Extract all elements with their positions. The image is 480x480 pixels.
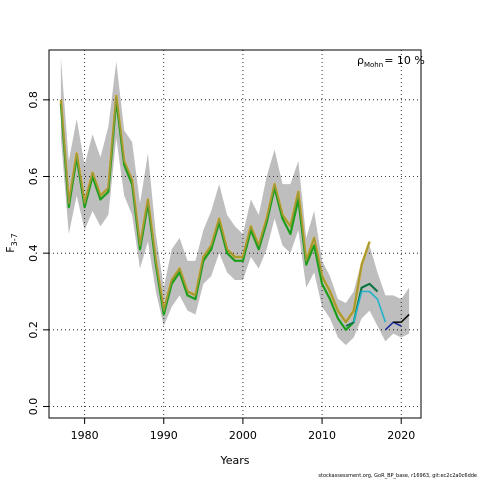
x-axis: 1980 1990 2000 2010 2020 — [71, 418, 415, 442]
plot-frame — [48, 49, 422, 419]
y-axis-title: F3-7 — [4, 233, 19, 252]
series-line-4 — [345, 283, 379, 327]
y-tick-label: 0.8 — [27, 91, 40, 109]
x-tick-label: 2010 — [308, 429, 336, 442]
y-tick-label: 0.0 — [27, 398, 40, 416]
series-layer — [59, 94, 410, 331]
mohn-rho-annotation: ρMohn= 10 % — [357, 54, 425, 69]
footer-credit: stockassessment.org, GoR_BP_base, r16963… — [318, 473, 477, 479]
series-line-3 — [60, 95, 371, 323]
y-axis: 0.0 0.2 0.4 0.6 0.8 — [27, 91, 49, 415]
confidence-band-layer — [60, 57, 410, 346]
y-axis-title-main: F — [4, 246, 17, 252]
series-line-5 — [352, 290, 387, 323]
y-axis-title-sub: 3-7 — [10, 233, 19, 246]
y-tick-label: 0.2 — [27, 321, 40, 339]
grid-layer — [49, 50, 421, 418]
rho-value: = 10 % — [384, 54, 425, 67]
x-tick-label: 1990 — [150, 429, 178, 442]
series-line-7 — [393, 313, 410, 323]
rho-symbol: ρ — [357, 54, 364, 67]
x-axis-title: Years — [219, 454, 249, 467]
rho-subscript: Mohn — [364, 61, 383, 69]
y-tick-label: 0.6 — [27, 168, 40, 186]
x-tick-label: 2020 — [387, 429, 415, 442]
y-tick-label: 0.4 — [27, 244, 40, 262]
confidence-band — [60, 57, 410, 346]
x-tick-label: 2000 — [229, 429, 257, 442]
x-tick-label: 1980 — [71, 429, 99, 442]
